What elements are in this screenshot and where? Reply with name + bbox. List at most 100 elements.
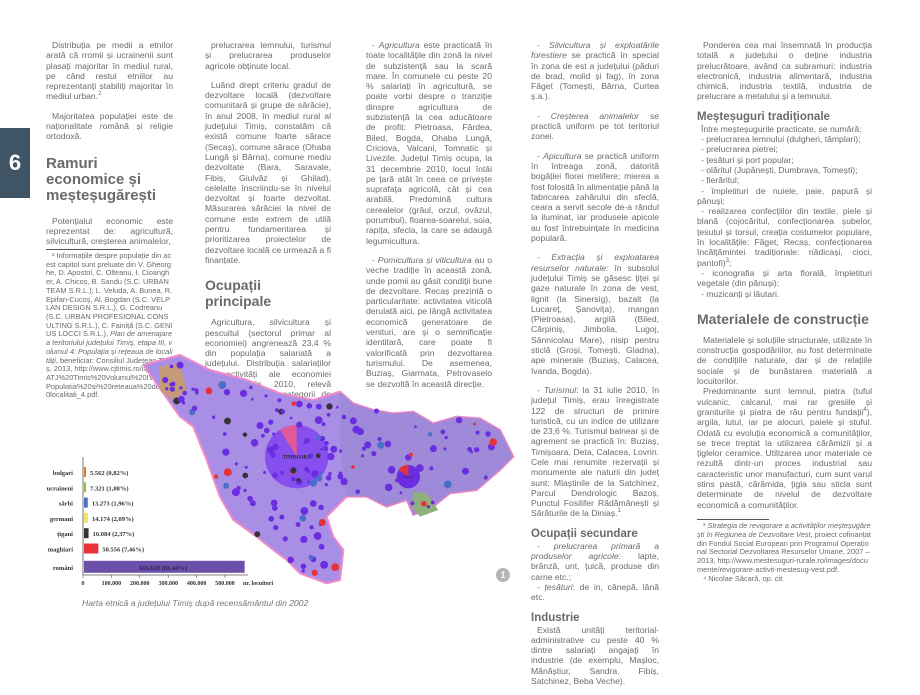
settlement-pie — [473, 447, 480, 453]
text-segment: Ponderea cea mai însemnată în producția … — [697, 40, 872, 102]
settlement-pie — [213, 474, 219, 479]
section-heading: Meșteșuguri tradiționale — [697, 111, 872, 123]
settlement-pie — [205, 387, 213, 395]
settlement-pie — [291, 476, 296, 482]
timisoara-label: TIMIȘOARA — [283, 456, 311, 461]
text-segment: Agricultura — [378, 40, 420, 50]
text-segment: Ramuri economice și meșteșugărești — [46, 154, 157, 204]
column-3: - Agricultura este practicată în toate l… — [366, 40, 492, 398]
settlement-pie — [243, 488, 247, 493]
data-label: 50.556 (7,46%) — [102, 547, 144, 554]
bar — [84, 497, 88, 508]
text-segment: - realizarea confecțiilor din textile, p… — [697, 206, 872, 268]
column-4: - Silvicultura și exploatările forestier… — [531, 40, 659, 695]
settlement-pie — [314, 416, 323, 424]
text-segment: Ocupații principale — [205, 277, 272, 310]
settlement-pie — [361, 454, 365, 458]
text-segment: - — [372, 40, 379, 50]
settlement-pie — [309, 525, 314, 530]
settlement-pie — [415, 464, 424, 472]
settlement-pie — [222, 432, 227, 436]
settlement-pie — [421, 500, 427, 507]
category-label: germani — [50, 516, 73, 523]
settlement-pie — [338, 471, 343, 476]
settlement-pie — [318, 519, 326, 526]
section-heading: Industrie — [531, 612, 659, 624]
settlement-pie — [268, 419, 274, 425]
text-segment: Turismul — [543, 384, 577, 395]
settlement-pie — [361, 446, 367, 451]
settlement-pie — [176, 361, 184, 369]
settlement-pie — [371, 450, 377, 457]
text-segment: Predominante sunt lemnul, piatra (tuful … — [697, 386, 872, 417]
text-segment: Majoritatea populației este de naționali… — [46, 110, 173, 142]
text-segment: Materialele și soluțiile structurale, ut… — [697, 334, 872, 387]
settlement-pie — [270, 452, 276, 458]
settlement-pie — [328, 471, 332, 476]
settlement-pie — [373, 408, 380, 414]
text-segment: Strategia de revigorare a activităților … — [697, 521, 871, 540]
paragraph: Ponderea cea mai însemnată în producția … — [697, 40, 872, 102]
settlement-pie — [291, 401, 297, 406]
footnote-ref: 1 — [617, 508, 621, 515]
settlement-pie — [337, 473, 344, 480]
data-label: 13.273 (1,96%) — [92, 501, 134, 508]
settlement-pie — [304, 437, 310, 444]
paragraph: - Agricultura este practicată în toate l… — [366, 40, 492, 246]
text-segment: prelucrarea lemnului, turismul și preluc… — [205, 40, 331, 71]
settlement-pie — [321, 422, 326, 427]
settlement-pie — [179, 386, 183, 390]
paragraph: prelucrarea lemnului, turismul și preluc… — [205, 40, 331, 71]
settlement-pie — [287, 556, 294, 564]
text-segment: - — [537, 40, 550, 50]
list-item: - prelucrarea pietrei; — [697, 144, 872, 154]
settlement-pie — [352, 425, 361, 434]
settlement-pie — [410, 501, 415, 506]
paragraph: - Apicultura se practică uniform în într… — [531, 151, 659, 244]
settlement-pie — [324, 482, 328, 487]
text-segment: Între meșteșugurile practicate, se număr… — [701, 123, 862, 134]
settlement-pie — [485, 431, 491, 437]
settlement-pie — [377, 436, 382, 442]
text-segment: - iconografia și arta florală, împletitu… — [697, 267, 872, 289]
column-5: Ponderea cea mai însemnată în producția … — [697, 40, 872, 583]
text-segment: - — [537, 384, 544, 395]
settlement-pie — [455, 416, 463, 424]
text-segment: în subsolul județului Timiș se găsesc ți… — [531, 262, 659, 376]
settlement-pie — [309, 479, 318, 487]
text-segment: - olăritul (Jupânești, Dumbrava, Tomești… — [701, 164, 858, 175]
settlement-pie — [472, 422, 476, 426]
settlement-pie — [339, 449, 343, 453]
text-segment: Pomicultura și viticultura — [377, 254, 472, 265]
settlement-pie — [311, 470, 319, 478]
category-label: țigani — [57, 531, 73, 538]
timisoara-pie-slice — [280, 425, 297, 457]
settlement-pie — [268, 516, 275, 522]
ethnic-map: TIMIȘOARA LUGOJ — [141, 353, 515, 585]
settlement-pie — [403, 481, 410, 488]
settlement-pie — [274, 408, 279, 413]
settlement-pie — [223, 482, 230, 489]
settlement-pie — [169, 364, 174, 369]
settlement-pie — [301, 569, 305, 573]
paragraph: Există unități teritorial-administrative… — [531, 625, 659, 687]
column-1: Distribuția pe medii a etnilor arată că … — [46, 40, 173, 400]
data-label: 565.639 (83,44%) — [139, 565, 187, 572]
settlement-pie — [290, 467, 297, 474]
settlement-pie — [272, 443, 279, 451]
settlement-pie — [323, 445, 329, 451]
list-item: - prelucrarea lemnului (dulgheri, tâmpla… — [697, 134, 872, 144]
section-heading: Ramuri economice și meșteșugărești — [46, 154, 173, 204]
settlement-pie — [272, 472, 278, 479]
text-segment: lapte, brânză, unt, țuică, produse din c… — [531, 551, 659, 582]
paragraph: - Silvicultura și exploatările forestier… — [531, 40, 659, 102]
settlement-pie — [355, 489, 360, 494]
text-segment: - fierăritul; — [701, 175, 740, 186]
data-label: 7.321 (1,08%) — [90, 485, 128, 492]
figure-number-badge: 1 — [496, 568, 510, 582]
bar — [84, 512, 89, 523]
text-segment: - — [372, 254, 378, 265]
settlement-pie — [318, 543, 325, 550]
text-segment: Industrie — [531, 611, 580, 624]
settlement-pie — [300, 535, 308, 544]
